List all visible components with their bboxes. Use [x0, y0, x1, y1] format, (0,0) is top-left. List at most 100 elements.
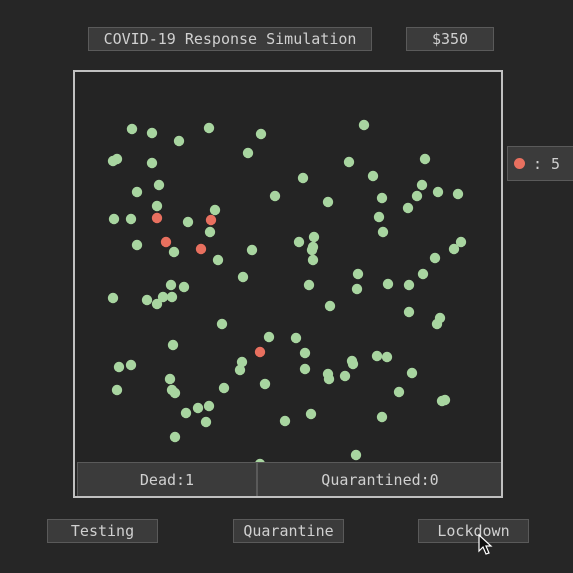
healthy-person: [108, 213, 120, 225]
infected-count-label: : 5: [533, 154, 561, 173]
healthy-person: [151, 298, 163, 310]
healthy-person: [200, 416, 212, 428]
healthy-person: [452, 188, 464, 200]
healthy-person: [165, 279, 177, 291]
healthy-person: [157, 291, 169, 303]
healthy-person: [263, 331, 275, 343]
infected-person[interactable]: [205, 214, 217, 226]
healthy-person: [419, 153, 431, 165]
healthy-person: [324, 300, 336, 312]
healthy-person: [323, 373, 335, 385]
healthy-person: [308, 231, 320, 243]
healthy-person: [169, 387, 181, 399]
healthy-person: [305, 408, 317, 420]
healthy-person: [376, 411, 388, 423]
healthy-person: [403, 279, 415, 291]
testing-button[interactable]: Testing: [47, 519, 158, 543]
infected-population: [151, 212, 266, 358]
infected-person[interactable]: [195, 243, 207, 255]
healthy-person: [125, 213, 137, 225]
healthy-person: [434, 312, 446, 324]
infected-person[interactable]: [160, 236, 172, 248]
healthy-person: [377, 226, 389, 238]
healthy-person: [382, 278, 394, 290]
healthy-person: [411, 190, 423, 202]
healthy-person: [204, 226, 216, 238]
healthy-person: [126, 123, 138, 135]
healthy-person: [307, 254, 319, 266]
simulation-arena[interactable]: Dead:1 Quarantined:0: [73, 70, 503, 498]
healthy-person: [269, 190, 281, 202]
healthy-person: [164, 373, 176, 385]
healthy-person: [402, 202, 414, 214]
healthy-person: [259, 378, 271, 390]
healthy-person: [347, 358, 359, 370]
healthy-person: [131, 186, 143, 198]
healthy-person: [167, 339, 179, 351]
healthy-person: [416, 179, 428, 191]
healthy-person: [367, 170, 379, 182]
money-display: $350: [406, 27, 494, 51]
healthy-person: [180, 407, 192, 419]
healthy-person: [209, 204, 221, 216]
healthy-person: [168, 246, 180, 258]
healthy-person: [146, 157, 158, 169]
healthy-person: [290, 332, 302, 344]
healthy-person: [131, 239, 143, 251]
healthy-person: [203, 122, 215, 134]
healthy-person: [306, 244, 318, 256]
healthy-person: [236, 356, 248, 368]
healthy-person: [141, 294, 153, 306]
healthy-population: [107, 119, 467, 470]
population-field: [107, 119, 467, 470]
red-dot-icon: [514, 158, 525, 169]
healthy-person: [343, 156, 355, 168]
healthy-person: [358, 119, 370, 131]
infected-person[interactable]: [254, 346, 266, 358]
healthy-person: [234, 364, 246, 376]
simulation-title: COVID-19 Response Simulation: [88, 27, 372, 51]
healthy-person: [182, 216, 194, 228]
healthy-person: [406, 367, 418, 379]
infected-counter: : 5: [507, 146, 573, 181]
healthy-person: [436, 395, 448, 407]
healthy-person: [255, 128, 267, 140]
healthy-person: [111, 384, 123, 396]
quarantined-count: Quarantined:0: [257, 462, 501, 496]
healthy-person: [322, 196, 334, 208]
healthy-person: [417, 268, 429, 280]
infected-person[interactable]: [151, 212, 163, 224]
healthy-person: [303, 279, 315, 291]
healthy-person: [299, 363, 311, 375]
healthy-person: [381, 351, 393, 363]
healthy-person: [432, 186, 444, 198]
healthy-person: [376, 192, 388, 204]
healthy-person: [339, 370, 351, 382]
healthy-person: [246, 244, 258, 256]
healthy-person: [293, 236, 305, 248]
healthy-person: [393, 386, 405, 398]
quarantine-button[interactable]: Quarantine: [233, 519, 344, 543]
healthy-person: [448, 243, 460, 255]
healthy-person: [299, 347, 311, 359]
healthy-person: [242, 147, 254, 159]
healthy-person: [352, 268, 364, 280]
healthy-person: [371, 350, 383, 362]
healthy-person: [212, 254, 224, 266]
healthy-person: [373, 211, 385, 223]
healthy-person: [192, 402, 204, 414]
healthy-person: [146, 127, 158, 139]
healthy-person: [237, 271, 249, 283]
healthy-person: [203, 400, 215, 412]
dead-count: Dead:1: [77, 462, 257, 496]
healthy-person: [218, 382, 230, 394]
healthy-person: [429, 252, 441, 264]
lockdown-button[interactable]: Lockdown: [418, 519, 529, 543]
healthy-person: [107, 155, 119, 167]
healthy-person: [151, 200, 163, 212]
healthy-person: [153, 179, 165, 191]
mouse-cursor-icon: [478, 534, 493, 555]
healthy-person: [173, 135, 185, 147]
healthy-person: [113, 361, 125, 373]
